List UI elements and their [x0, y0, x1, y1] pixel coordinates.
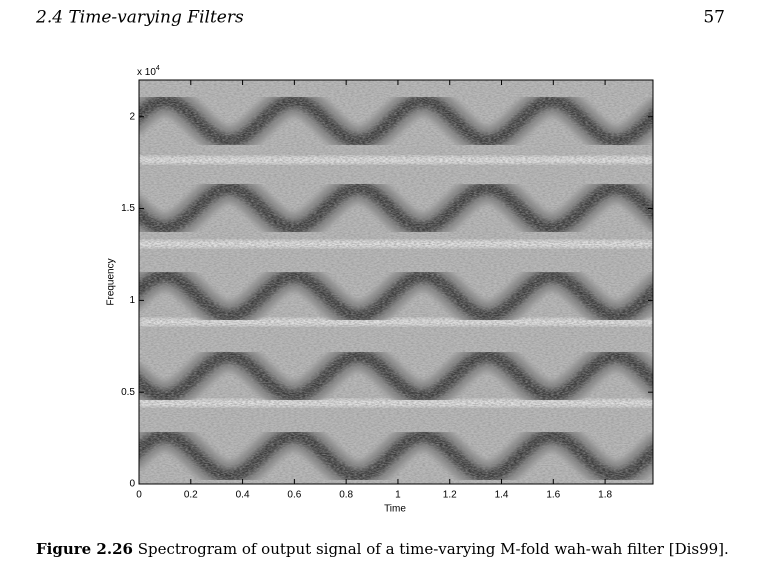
x-tick-label: 0.6: [287, 490, 301, 501]
plot-frame: [138, 79, 654, 485]
x-tick-label: 1.2: [443, 490, 457, 501]
axis-multiplier: x 104: [137, 65, 160, 78]
x-tick-label: 1.4: [495, 490, 509, 501]
y-axis-label: Frequency: [106, 258, 117, 305]
x-tick-label: 0: [136, 490, 142, 501]
multiplier-exponent: 4: [156, 65, 160, 72]
x-tick-label: 0.2: [184, 490, 198, 501]
x-axis-label: Time: [384, 504, 406, 515]
y-tick-label: 1: [129, 295, 135, 306]
caption-label: Figure 2.26: [36, 540, 133, 558]
y-tick-label: 1.5: [121, 203, 135, 214]
x-tick-label: 0.8: [339, 490, 353, 501]
page-number: 57: [703, 8, 725, 28]
x-tick-label: 1: [395, 490, 401, 501]
caption-text: Spectrogram of output signal of a time-v…: [138, 540, 729, 558]
running-header: 2.4 Time-varying Filters: [35, 8, 244, 28]
multiplier-base: x 10: [137, 67, 156, 78]
spectrogram: [139, 80, 653, 484]
y-tick-label: 2: [129, 111, 135, 122]
x-tick-label: 1.8: [598, 490, 612, 501]
noise-texture: [139, 80, 653, 484]
x-tick-label: 0.4: [236, 490, 250, 501]
y-tick-label: 0.5: [121, 387, 135, 398]
y-tick-label: 0: [129, 479, 135, 490]
x-tick-label: 1.6: [546, 490, 560, 501]
figure-caption: Figure 2.26 Spectrogram of output signal…: [36, 540, 729, 558]
